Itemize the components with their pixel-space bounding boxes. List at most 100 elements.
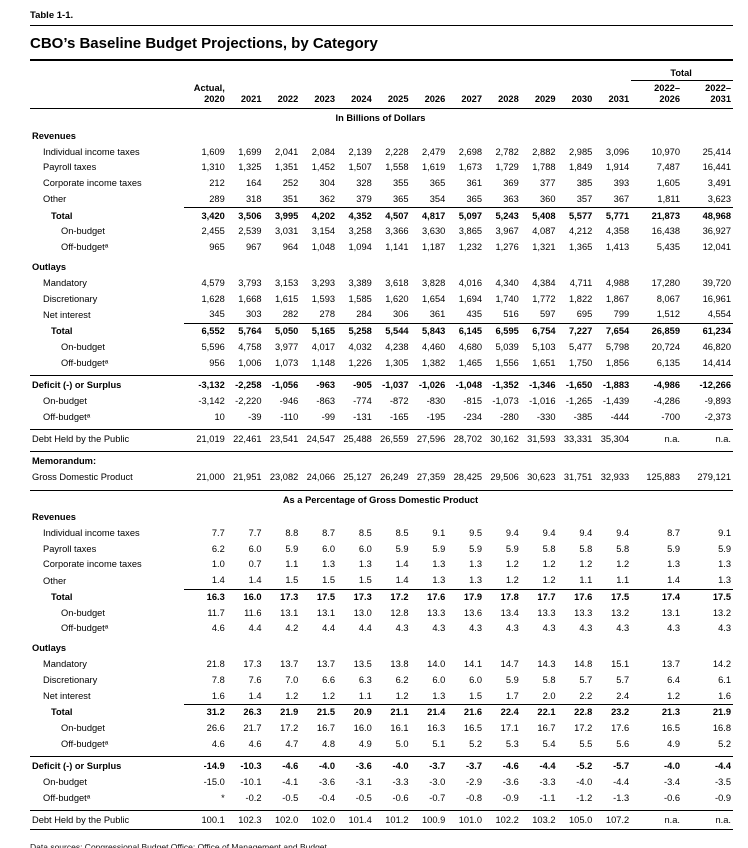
cell-value: 26.3 [226,703,264,721]
cell-value: 16.7 [316,723,336,734]
cell-value: 362 [319,193,336,204]
table-row: Other 289 318 351 362 379 365 354 365 363 360 357 36… [30,192,733,208]
cell-value: 1,321 [532,242,556,253]
cell-value: 2,479 [422,146,446,157]
cell-value: 21.3 [631,703,682,721]
cell-value: 4.4 [248,623,262,634]
cell-value: 21.8 [206,659,225,670]
cell-value: 102.0 [300,810,338,829]
cell-value: -3.7 [447,756,485,775]
cell-value: 1,772 [532,293,556,304]
col-year-2023: 2023 [300,80,338,110]
cell-value: 1.6 [718,690,731,701]
cell-value: 7,227 [557,322,595,340]
cell-value: 361 [429,309,446,320]
cell-value: 1.3 [718,559,731,570]
row-label: Total [51,591,73,602]
cell-value: 5.8 [579,543,593,554]
section-header-row: Outlays [30,260,733,276]
cell-value: 101.2 [373,810,411,829]
cell-value: 4.6 [248,738,262,749]
cell-value: 1,413 [605,242,630,253]
cell-value: 303 [246,309,262,320]
row-label: Deficit (-) or Surplus [30,756,184,775]
col-year-2024: 2024 [337,80,374,110]
cell-value: -1,073 [492,395,519,406]
cell-value: -4.6 [484,756,521,775]
cell-value: -5.7 [594,756,632,775]
cell-value: 361 [466,178,483,189]
cell-value: 5,258 [337,322,374,340]
cell-value: -3,132 [183,375,227,394]
cell-value: 1.0 [211,559,225,570]
budget-table: Total Actual, 2020 2021 2022 2023 2024 2… [30,63,733,829]
cell-value: 6.0 [358,543,372,554]
cell-value: -0.9 [714,792,731,803]
cell-value: 17.6 [611,723,630,734]
row-label: On-budget [61,341,105,352]
cell-value: 1,615 [275,293,299,304]
cell-value: 1,856 [605,357,630,368]
cell-value: 4,352 [337,207,374,225]
table-row: Off-budgetᵃ 956 1,006 1,073 1,148 1,226 1,305 1… [30,355,733,371]
table-row: Other 1.4 1.4 1.5 1.5 1.5 1.4 1.3 1.3 1.2 1.2 1.1 1.… [30,573,733,589]
cell-value: 4.4 [322,623,336,634]
cell-value: 3,491 [707,178,731,189]
cell-value: 16.8 [712,723,731,734]
cell-value: 101.4 [337,810,374,829]
cell-value: 351 [282,193,299,204]
cell-value: n.a. [682,429,733,448]
cell-value: 2.0 [542,690,556,701]
cell-value: 8,067 [656,293,680,304]
cell-value: 5,596 [201,341,225,352]
cell-value: 30,162 [484,429,521,448]
table-row: Off-budgetᵃ 4.6 4.6 4.7 4.8 4.9 5.0 5.1 5.2 5.3 5.… [30,737,733,753]
cell-value: 5.5 [579,738,593,749]
section-label: Revenues [32,512,76,523]
cell-value: 4.3 [469,623,483,634]
cell-value: 9.5 [469,527,483,538]
cell-value: -863 [316,395,336,406]
cell-value: -0.9 [502,792,519,803]
section-header-row: Revenues [30,128,733,144]
table-row: Total 6,552 5,764 5,050 5,165 5,258 5,544 5,843… [30,322,733,340]
cell-value: 13.6 [463,607,483,618]
cell-value: 965 [209,242,225,253]
cell-value: 14.2 [712,659,731,670]
cell-value: -0.5 [282,792,299,803]
cell-value: 21,951 [233,472,262,483]
cell-value: 4.3 [505,623,519,634]
row-label: On-budget [61,226,105,237]
cell-value: 23.2 [594,703,632,721]
cell-value: 1,232 [458,242,483,253]
cell-value: -3.7 [410,756,448,775]
cell-value: 17.5 [682,588,733,606]
cell-value: -4.4 [682,756,733,775]
table-row: Individual income taxes 1,609 1,699 2,041 2,… [30,144,733,160]
cell-value: 2.4 [616,690,630,701]
cell-value: 1,073 [275,357,299,368]
cell-value: 799 [613,309,630,320]
cell-value: 13.2 [712,607,731,618]
cell-value: 107.2 [594,810,632,829]
cell-value: 6,145 [447,322,485,340]
col-total-2022-2026: 2022– 2026 [631,80,682,110]
table-row: Gross Domestic Product 21,000 21,951 23,082… [30,470,733,486]
cell-value: -1,352 [484,375,521,394]
cell-value: 8.7 [322,527,336,538]
col-year-2025: 2025 [373,80,411,110]
section-label: Revenues [32,130,76,141]
cell-value: 16.5 [463,723,483,734]
cell-value: -4.4 [613,777,630,788]
cell-value: 3,623 [707,193,731,204]
cell-value: 7.8 [211,674,225,685]
cell-value: 46,820 [702,341,731,352]
cell-value: 1,141 [385,242,409,253]
cell-value: 21.4 [410,703,448,721]
cell-value: 4,017 [311,341,336,352]
cell-value: 4,711 [569,277,593,288]
table-row: On-budget 26.6 21.7 17.2 16.7 16.0 16.1 16.3 16.… [30,721,733,737]
cell-value: 6,135 [656,357,680,368]
cell-value: 12,041 [702,242,731,253]
cell-value: 102.0 [263,810,301,829]
